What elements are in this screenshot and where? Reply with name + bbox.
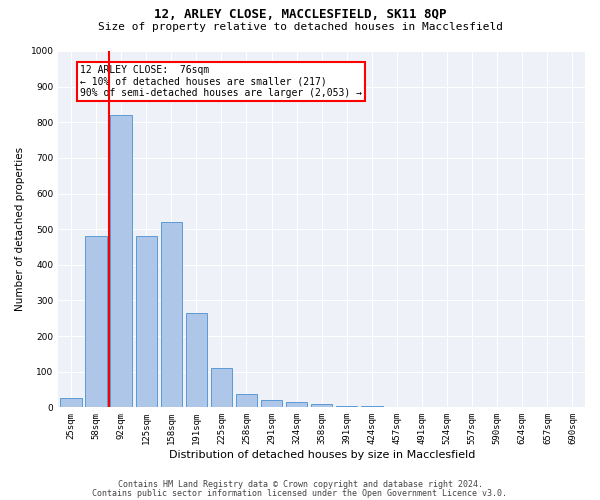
Y-axis label: Number of detached properties: Number of detached properties — [15, 147, 25, 311]
Text: Contains public sector information licensed under the Open Government Licence v3: Contains public sector information licen… — [92, 488, 508, 498]
Bar — [261, 400, 282, 407]
Text: Size of property relative to detached houses in Macclesfield: Size of property relative to detached ho… — [97, 22, 503, 32]
Bar — [386, 406, 407, 408]
Bar — [286, 402, 307, 407]
Bar — [336, 406, 358, 407]
Bar — [60, 398, 82, 407]
Bar — [136, 236, 157, 408]
Bar — [161, 222, 182, 408]
Text: 12 ARLEY CLOSE:  76sqm
← 10% of detached houses are smaller (217)
90% of semi-de: 12 ARLEY CLOSE: 76sqm ← 10% of detached … — [80, 66, 362, 98]
Bar — [361, 406, 383, 408]
Text: Contains HM Land Registry data © Crown copyright and database right 2024.: Contains HM Land Registry data © Crown c… — [118, 480, 482, 489]
X-axis label: Distribution of detached houses by size in Macclesfield: Distribution of detached houses by size … — [169, 450, 475, 460]
Bar — [236, 394, 257, 407]
Bar — [185, 313, 207, 408]
Bar — [110, 115, 132, 408]
Bar — [85, 236, 107, 408]
Bar — [211, 368, 232, 408]
Bar — [311, 404, 332, 407]
Text: 12, ARLEY CLOSE, MACCLESFIELD, SK11 8QP: 12, ARLEY CLOSE, MACCLESFIELD, SK11 8QP — [154, 8, 446, 20]
